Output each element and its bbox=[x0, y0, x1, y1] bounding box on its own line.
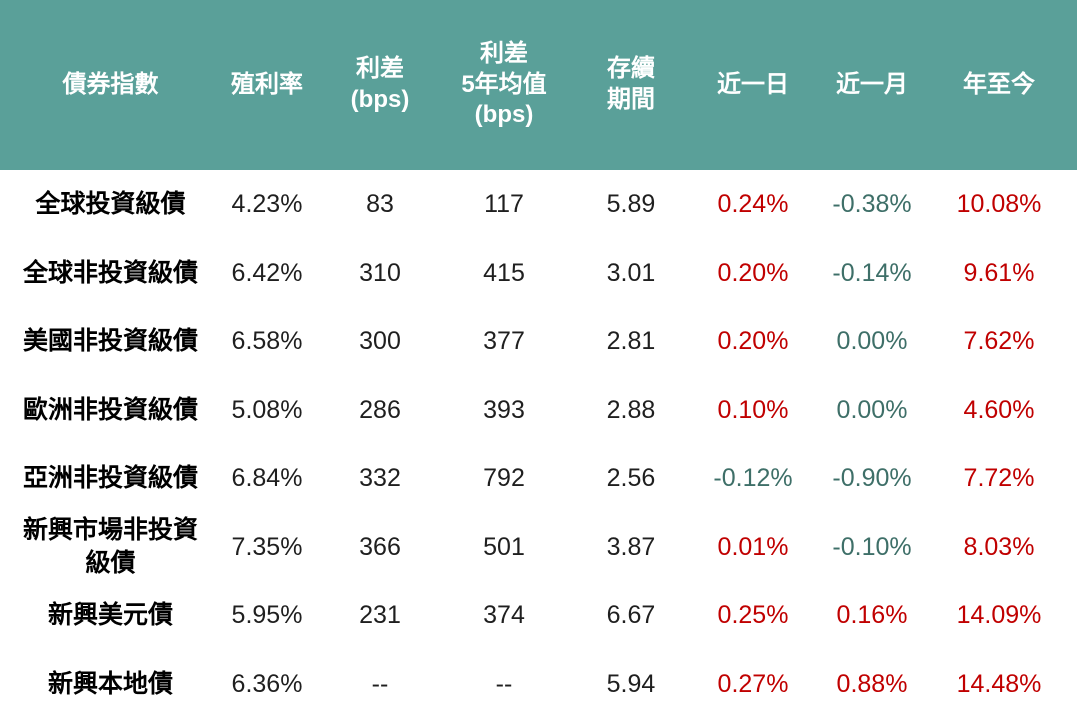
change-1d-value: 0.27% bbox=[717, 669, 789, 698]
yield-value: 7.35% bbox=[231, 532, 303, 561]
yield-value: 6.36% bbox=[231, 669, 303, 698]
change-1m-value: -0.14% bbox=[832, 258, 912, 287]
change-1m-value: 0.00% bbox=[836, 395, 908, 424]
duration-value: 2.56 bbox=[606, 464, 656, 492]
yield-value: 5.95% bbox=[231, 601, 303, 629]
table-row: 新興本地債 6.36% -- -- 5.94 0.27% 0.88% 14.48… bbox=[0, 650, 1077, 718]
column-header-yield: 殖利率 bbox=[231, 70, 303, 98]
spread-bps-value: 310 bbox=[359, 258, 401, 287]
duration-value: 5.89 bbox=[606, 190, 656, 218]
column-header-change-1d: 近一日 bbox=[717, 70, 789, 98]
column-header-spread-bps: 利差 (bps) bbox=[350, 55, 410, 113]
column-header-bond-index: 債券指數 bbox=[62, 70, 159, 98]
change-1m-value: 0.16% bbox=[836, 601, 908, 629]
table-body: 全球投資級債 4.23% 83 117 5.89 0.24% -0.38% 10… bbox=[0, 170, 1077, 718]
change-1d-value: 0.20% bbox=[717, 327, 789, 355]
yield-value: 6.42% bbox=[231, 258, 303, 287]
spread-5y-avg-value: 501 bbox=[483, 532, 525, 561]
change-ytd-value: 7.62% bbox=[963, 327, 1035, 355]
duration-value: 3.01 bbox=[606, 258, 656, 287]
table-row: 歐洲非投資級債 5.08% 286 393 2.88 0.10% 0.00% 4… bbox=[0, 376, 1077, 445]
table-row: 新興市場非投資 級債 7.35% 366 501 3.87 0.01% -0.1… bbox=[0, 513, 1077, 582]
spread-bps-value: 332 bbox=[359, 464, 401, 492]
change-ytd-value: 9.61% bbox=[963, 258, 1035, 287]
spread-5y-avg-value: 393 bbox=[483, 395, 525, 424]
table-row: 全球非投資級債 6.42% 310 415 3.01 0.20% -0.14% … bbox=[0, 239, 1077, 308]
duration-value: 2.88 bbox=[606, 395, 656, 424]
table-header-row: 債券指數 殖利率 利差 (bps) 利差 5年均值 (bps) 存續 期間 近一… bbox=[0, 0, 1077, 170]
change-ytd-value: 14.09% bbox=[956, 601, 1042, 629]
change-1d-value: -0.12% bbox=[713, 464, 793, 492]
bond-index-name: 新興美元債 bbox=[47, 601, 173, 629]
spread-bps-value: 300 bbox=[359, 327, 401, 355]
duration-value: 2.81 bbox=[606, 327, 656, 355]
yield-value: 6.58% bbox=[231, 327, 303, 355]
change-ytd-value: 7.72% bbox=[963, 464, 1035, 492]
column-header-change-ytd: 年至今 bbox=[963, 70, 1035, 98]
table-row: 新興美元債 5.95% 231 374 6.67 0.25% 0.16% 14.… bbox=[0, 581, 1077, 650]
change-1d-value: 0.01% bbox=[717, 532, 789, 561]
bond-index-name: 全球非投資級債 bbox=[22, 258, 198, 287]
spread-bps-value: 366 bbox=[359, 532, 401, 561]
spread-5y-avg-value: 415 bbox=[483, 258, 525, 287]
change-ytd-value: 4.60% bbox=[963, 395, 1035, 424]
spread-5y-avg-value: -- bbox=[495, 669, 513, 698]
spread-bps-value: 286 bbox=[359, 395, 401, 424]
yield-value: 4.23% bbox=[231, 190, 303, 218]
table-row: 美國非投資級債 6.58% 300 377 2.81 0.20% 0.00% 7… bbox=[0, 307, 1077, 376]
duration-value: 5.94 bbox=[606, 669, 656, 698]
change-1m-value: -0.38% bbox=[832, 190, 912, 218]
change-ytd-value: 14.48% bbox=[956, 669, 1042, 698]
column-header-change-1m: 近一月 bbox=[836, 70, 908, 98]
table-row: 全球投資級債 4.23% 83 117 5.89 0.24% -0.38% 10… bbox=[0, 170, 1077, 239]
spread-5y-avg-value: 792 bbox=[483, 464, 525, 492]
change-1d-value: 0.25% bbox=[717, 601, 789, 629]
column-header-spread-5y-avg: 利差 5年均值 (bps) bbox=[461, 39, 547, 129]
change-1m-value: 0.88% bbox=[836, 669, 908, 698]
bond-index-name: 新興本地債 bbox=[47, 669, 173, 698]
change-1m-value: 0.00% bbox=[836, 327, 908, 355]
bond-index-name: 全球投資級債 bbox=[35, 190, 186, 218]
spread-5y-avg-value: 374 bbox=[483, 601, 525, 629]
bond-index-name: 新興市場非投資 級債 bbox=[22, 516, 198, 577]
change-1m-value: -0.90% bbox=[832, 464, 912, 492]
yield-value: 6.84% bbox=[231, 464, 303, 492]
duration-value: 6.67 bbox=[606, 601, 656, 629]
spread-bps-value: -- bbox=[371, 669, 389, 698]
spread-bps-value: 83 bbox=[366, 190, 394, 218]
change-1d-value: 0.10% bbox=[717, 395, 789, 424]
yield-value: 5.08% bbox=[231, 395, 303, 424]
table-row: 亞洲非投資級債 6.84% 332 792 2.56 -0.12% -0.90%… bbox=[0, 444, 1077, 513]
spread-bps-value: 231 bbox=[359, 601, 401, 629]
duration-value: 3.87 bbox=[606, 532, 656, 561]
change-ytd-value: 10.08% bbox=[956, 190, 1042, 218]
bond-index-name: 歐洲非投資級債 bbox=[22, 395, 198, 424]
bond-index-name: 亞洲非投資級債 bbox=[22, 464, 198, 492]
change-1d-value: 0.24% bbox=[717, 190, 789, 218]
column-header-duration: 存續 期間 bbox=[607, 55, 655, 113]
bond-index-name: 美國非投資級債 bbox=[22, 327, 198, 355]
spread-5y-avg-value: 377 bbox=[483, 327, 525, 355]
change-1d-value: 0.20% bbox=[717, 258, 789, 287]
change-1m-value: -0.10% bbox=[832, 532, 912, 561]
spread-5y-avg-value: 117 bbox=[484, 190, 524, 218]
change-ytd-value: 8.03% bbox=[963, 532, 1035, 561]
